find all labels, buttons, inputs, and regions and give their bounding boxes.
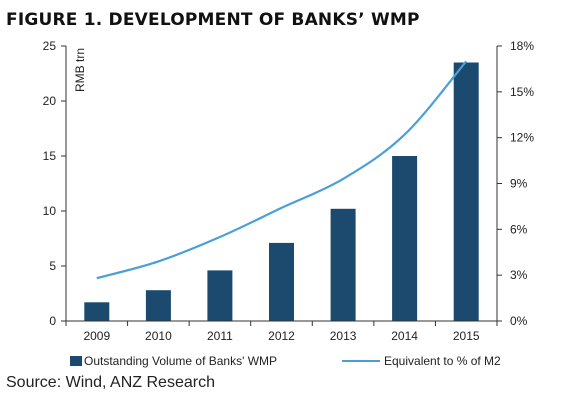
left-tick-label-20: 20	[43, 94, 57, 108]
line-series-layer	[96, 60, 468, 280]
x-tick-label-2010: 2010	[145, 329, 172, 343]
x-tick-label-2013: 2013	[330, 329, 357, 343]
x-tick-label-2009: 2009	[83, 329, 110, 343]
x-tick-label-2012: 2012	[268, 329, 295, 343]
source-note: Source: Wind, ANZ Research	[6, 374, 215, 391]
axes: 0 5 10 15 20 25 0% 3% 6% 9% 12% 15% 18% 2009 2010 2011 2…	[43, 39, 535, 343]
x-tick-label-2014: 2014	[391, 329, 418, 343]
left-tick-label-10: 10	[43, 204, 57, 218]
bar-series	[84, 62, 479, 321]
x-tick-label-2011: 2011	[207, 329, 233, 343]
left-tick-label-25: 25	[43, 39, 57, 53]
bar-2015	[453, 62, 479, 321]
bar-2011	[207, 270, 233, 321]
left-axis-label: RMB trn	[73, 48, 87, 92]
legend-label-line: Equivalent to % of M2	[384, 354, 501, 368]
bar-2013	[330, 208, 356, 321]
right-tick-label-15: 15%	[510, 85, 534, 99]
right-tick-label-9: 9%	[510, 177, 528, 191]
left-tick-label-15: 15	[43, 149, 57, 163]
x-tick-label-2015: 2015	[453, 329, 480, 343]
legend-label-bar: Outstanding Volume of Banks' WMP	[84, 354, 277, 368]
bar-2012	[269, 242, 294, 321]
legend-swatch-bar	[70, 356, 82, 366]
bar-2009	[84, 302, 110, 321]
right-tick-label-0: 0%	[510, 314, 528, 328]
right-tick-label-18: 18%	[510, 39, 534, 53]
left-tick-label-5: 5	[49, 259, 56, 273]
right-tick-label-6: 6%	[510, 222, 528, 236]
right-tick-label-12: 12%	[510, 131, 534, 145]
chart-title: FIGURE 1. DEVELOPMENT OF BANKS’ WMP	[6, 10, 420, 30]
bar-2010	[145, 290, 171, 321]
right-tick-label-3: 3%	[510, 268, 528, 282]
left-tick-label-0: 0	[49, 314, 56, 328]
legend: Outstanding Volume of Banks' WMP Equival…	[70, 354, 501, 368]
line-pct-of-m2	[96, 60, 468, 280]
bar-2014	[392, 156, 418, 321]
